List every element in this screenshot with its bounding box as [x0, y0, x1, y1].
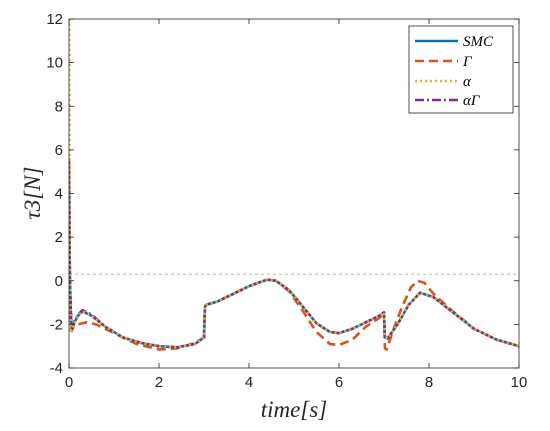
legend-label-alpha-gamma: αΓ — [463, 93, 481, 109]
x-tick-label: 8 — [425, 374, 433, 391]
legend-box — [408, 25, 514, 114]
series-line-3 — [69, 158, 519, 349]
y-tick-label: 2 — [55, 229, 63, 246]
y-axis-label: τ3[N] — [20, 167, 45, 220]
y-tick-label: 6 — [55, 142, 63, 159]
legend-label-smc: SMC — [463, 34, 494, 50]
y-tick-label: 0 — [55, 273, 63, 290]
x-tick-label: 6 — [335, 374, 343, 391]
x-tick-label: 2 — [155, 374, 163, 391]
legend-label-alpha: α — [463, 74, 472, 90]
legend: SMC Γ α αΓ — [408, 25, 514, 114]
y-tick-label: 8 — [55, 98, 63, 115]
x-tick-label: 0 — [65, 374, 73, 391]
series-layer — [69, 19, 519, 351]
y-tick-label: -4 — [50, 360, 63, 377]
y-tick-label: 4 — [55, 186, 63, 203]
x-tick-label: 4 — [245, 374, 253, 391]
x-axis-label: time[s] — [261, 397, 327, 422]
y-tick-label: -2 — [50, 316, 63, 333]
y-tick-label: 10 — [46, 55, 63, 72]
y-tick-label: 12 — [46, 11, 63, 28]
ticks-layer: 0 2 4 6 8 10 -4 -2 0 2 4 6 8 10 12 — [46, 11, 527, 391]
x-tick-label: 10 — [511, 374, 528, 391]
legend-label-gamma: Γ — [462, 54, 473, 70]
